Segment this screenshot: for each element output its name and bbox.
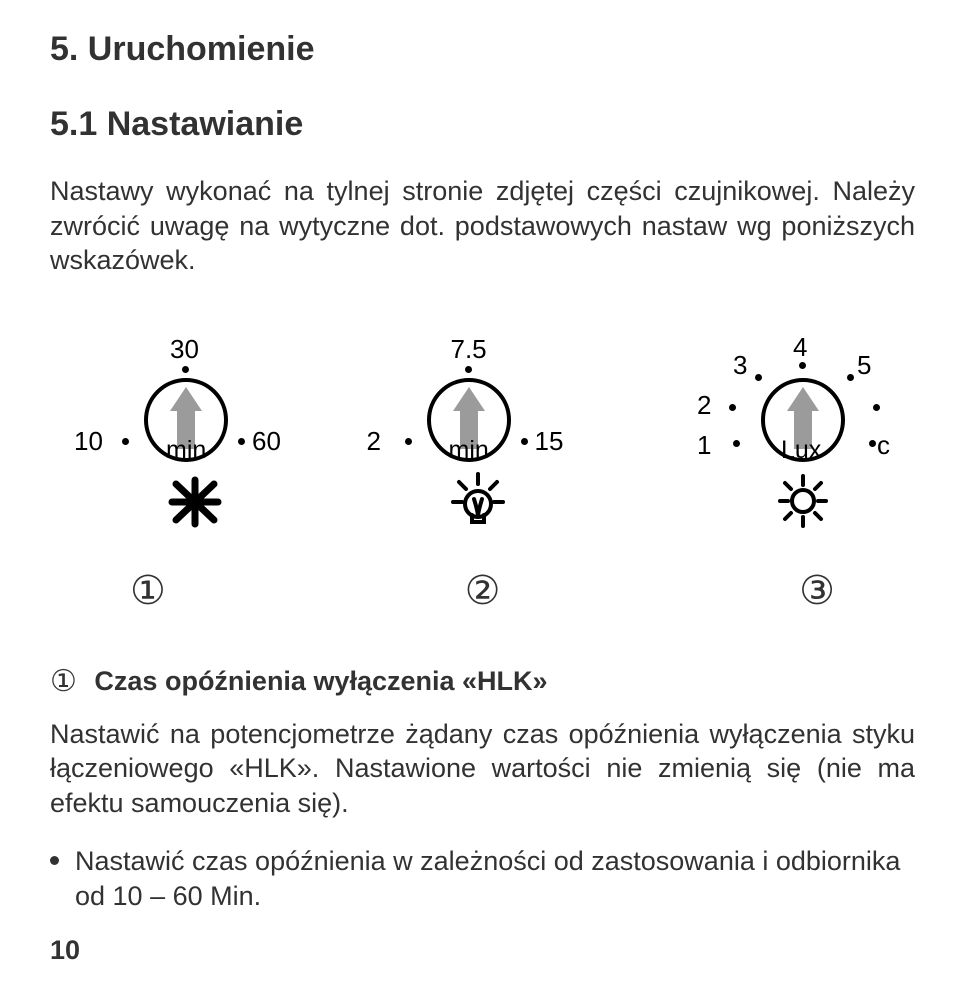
circled-3: ③	[799, 568, 835, 614]
dial1-top-label: 30	[170, 334, 199, 365]
body-paragraph: Nastawić na potencjometrze żądany czas o…	[50, 717, 915, 821]
dial2-top-label: 7.5	[451, 334, 487, 365]
dial2-right-label: 15	[535, 426, 564, 457]
lead-circled-1: ①	[50, 665, 77, 698]
dial3-label-3: 3	[733, 350, 747, 381]
dial-2: 7.5 2 15 min	[343, 338, 613, 528]
dial3-label-4: 4	[793, 332, 807, 363]
bullet-text: Nastawić czas opóźnienia w zależności od…	[75, 844, 915, 913]
bulb-icon	[449, 472, 507, 528]
dial1-right-label: 60	[252, 426, 281, 457]
dial-3: 4 3 5 2 1 c Lux	[625, 338, 905, 528]
circled-numbers-row: ① ② ③	[130, 568, 835, 614]
bullet-item: Nastawić czas opóźnienia w zależności od…	[50, 844, 915, 913]
circled-2: ②	[465, 568, 501, 614]
dial1-unit: min	[166, 436, 206, 465]
dial3-label-1: 1	[697, 430, 711, 461]
intro-paragraph: Nastawy wykonać na tylnej stronie zdjęte…	[50, 174, 915, 278]
snowflake-icon	[166, 476, 224, 528]
heading-section: 5. Uruchomienie	[50, 30, 915, 69]
circled-1: ①	[130, 568, 166, 614]
dial2-unit: min	[449, 436, 489, 465]
page-number: 10	[50, 935, 80, 966]
dial3-label-5: 5	[857, 350, 871, 381]
dial1-left-label: 10	[74, 426, 103, 457]
section-lead: ① Czas opóźnienia wyłączenia «HLK»	[50, 664, 915, 699]
dial2-left-label: 2	[367, 426, 381, 457]
sun-icon	[774, 474, 832, 528]
dial3-unit: Lux	[781, 436, 821, 465]
dials-row: 30 10 60 min	[60, 338, 905, 528]
dial3-label-c: c	[877, 430, 890, 461]
lead-title: Czas opóźnienia wyłączenia «HLK»	[94, 666, 547, 696]
heading-subsection: 5.1 Nastawianie	[50, 105, 915, 144]
dial-1: 30 10 60 min	[60, 338, 330, 528]
dial3-label-2: 2	[697, 390, 711, 421]
bullet-icon	[50, 856, 59, 865]
